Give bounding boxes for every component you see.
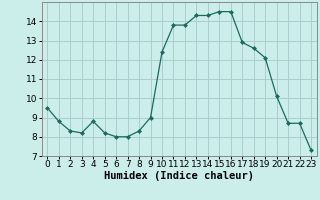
X-axis label: Humidex (Indice chaleur): Humidex (Indice chaleur): [104, 171, 254, 181]
